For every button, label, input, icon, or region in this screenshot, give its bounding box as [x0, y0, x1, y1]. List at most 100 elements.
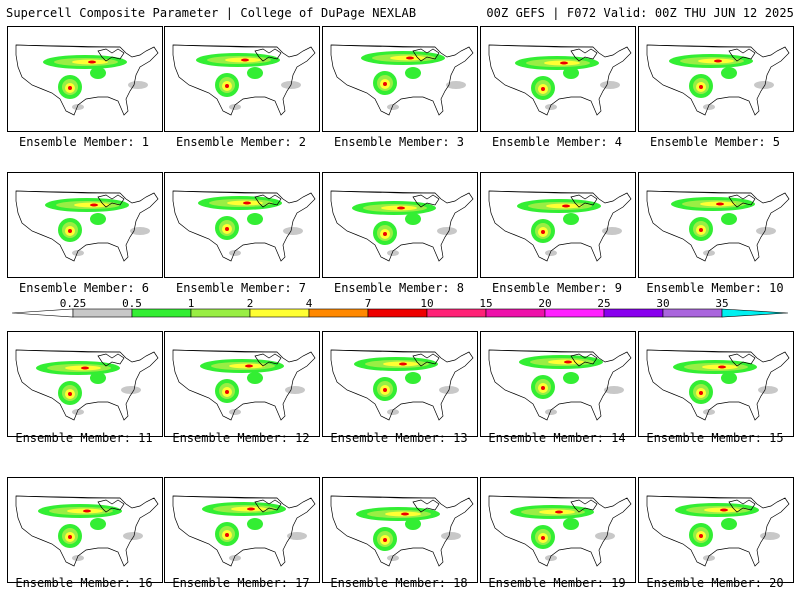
- scp-contour: [595, 532, 615, 540]
- scp-contour: [541, 536, 545, 540]
- member-map-panel: [7, 331, 163, 437]
- conus-map: [15, 495, 159, 567]
- coastline: [488, 349, 632, 421]
- run-info: 00Z GEFS | F072 Valid: 00Z THU JUN 12 20…: [486, 6, 794, 20]
- scp-contour: [81, 366, 89, 370]
- conus-map: [172, 349, 316, 421]
- scp-contour: [247, 213, 263, 225]
- scp-contour: [121, 386, 141, 394]
- member-label: Ensemble Member: 1: [18, 135, 150, 149]
- scp-contour: [83, 509, 91, 513]
- member-label: Ensemble Member: 14: [488, 431, 626, 445]
- scp-contour: [397, 206, 405, 210]
- scale-tick-label: 1: [187, 297, 195, 310]
- conus-map: [15, 44, 159, 116]
- scp-contour: [287, 532, 307, 540]
- scale-segment: [367, 308, 428, 318]
- color-scale-bar: [11, 308, 789, 318]
- scp-contour: [387, 250, 399, 256]
- scp-contour: [405, 372, 421, 384]
- scale-min-arrow: [11, 308, 74, 318]
- scale-segment: [662, 308, 723, 318]
- member-label: Ensemble Member: 6: [18, 281, 150, 295]
- conus-map: [488, 495, 632, 567]
- scp-contour: [405, 518, 421, 530]
- scp-contour: [563, 213, 579, 225]
- member-label: Ensemble Member: 17: [172, 576, 310, 590]
- member-map-panel: [480, 477, 636, 583]
- scp-contour: [721, 372, 737, 384]
- great-lakes: [254, 194, 282, 208]
- coastline: [15, 190, 159, 262]
- scp-contour: [563, 67, 579, 79]
- coastline: [172, 44, 316, 116]
- scp-contour: [285, 386, 305, 394]
- scale-tick-label: 0.5: [122, 297, 142, 310]
- member-map-panel: [638, 477, 794, 583]
- great-lakes: [570, 194, 598, 208]
- member-label: Ensemble Member: 9: [491, 281, 623, 295]
- great-lakes: [728, 194, 756, 208]
- member-label: Ensemble Member: 11: [15, 431, 153, 445]
- coastline: [488, 495, 632, 567]
- member-map-panel: [638, 26, 794, 132]
- scale-tick-label: 4: [305, 297, 313, 310]
- scp-contour: [247, 507, 255, 511]
- scp-contour: [72, 555, 84, 561]
- scp-contour: [721, 213, 737, 225]
- scp-contour: [545, 104, 557, 110]
- great-lakes: [412, 48, 440, 62]
- scp-contour: [123, 532, 143, 540]
- coastline: [15, 495, 159, 567]
- conus-map: [646, 190, 790, 262]
- scp-contour: [225, 227, 229, 231]
- scale-segment: [72, 308, 133, 318]
- scp-contour: [699, 228, 703, 232]
- scp-contour: [604, 386, 624, 394]
- scp-contour: [441, 532, 461, 540]
- scp-contour: [405, 67, 421, 79]
- scp-contour: [387, 104, 399, 110]
- member-label: Ensemble Member: 8: [333, 281, 465, 295]
- scale-segment: [308, 308, 369, 318]
- member-map-panel: [7, 477, 163, 583]
- coastline: [330, 349, 474, 421]
- scp-contour: [225, 84, 229, 88]
- scp-contour: [406, 56, 414, 60]
- scp-contour: [714, 59, 722, 63]
- conus-map: [646, 349, 790, 421]
- scale-segment: [603, 308, 664, 318]
- scp-contour: [446, 81, 466, 89]
- great-lakes: [97, 499, 125, 513]
- scp-contour: [241, 58, 249, 62]
- scp-contour: [564, 360, 572, 364]
- scp-contour: [758, 386, 778, 394]
- member-label: Ensemble Member: 10: [646, 281, 784, 295]
- coastline: [330, 44, 474, 116]
- member-label: Ensemble Member: 20: [646, 576, 784, 590]
- member-map-panel: [7, 172, 163, 278]
- member-map-panel: [480, 172, 636, 278]
- conus-map: [15, 349, 159, 421]
- conus-map: [172, 44, 316, 116]
- coastline: [172, 190, 316, 262]
- scp-contour: [563, 372, 579, 384]
- scp-contour: [68, 392, 72, 396]
- member-map-panel: [164, 477, 320, 583]
- scp-contour: [703, 104, 715, 110]
- scp-contour: [383, 232, 387, 236]
- scale-segment: [544, 308, 605, 318]
- great-lakes: [728, 353, 756, 367]
- member-label: Ensemble Member: 2: [175, 135, 307, 149]
- scale-segment: [426, 308, 487, 318]
- scale-tick-label: 2: [246, 297, 254, 310]
- member-map-panel: [164, 172, 320, 278]
- conus-map: [172, 495, 316, 567]
- member-label: Ensemble Member: 16: [15, 576, 153, 590]
- scp-contour: [72, 104, 84, 110]
- scp-contour: [401, 512, 409, 516]
- coastline: [330, 495, 474, 567]
- conus-map: [488, 44, 632, 116]
- coastline: [15, 349, 159, 421]
- coastline: [172, 495, 316, 567]
